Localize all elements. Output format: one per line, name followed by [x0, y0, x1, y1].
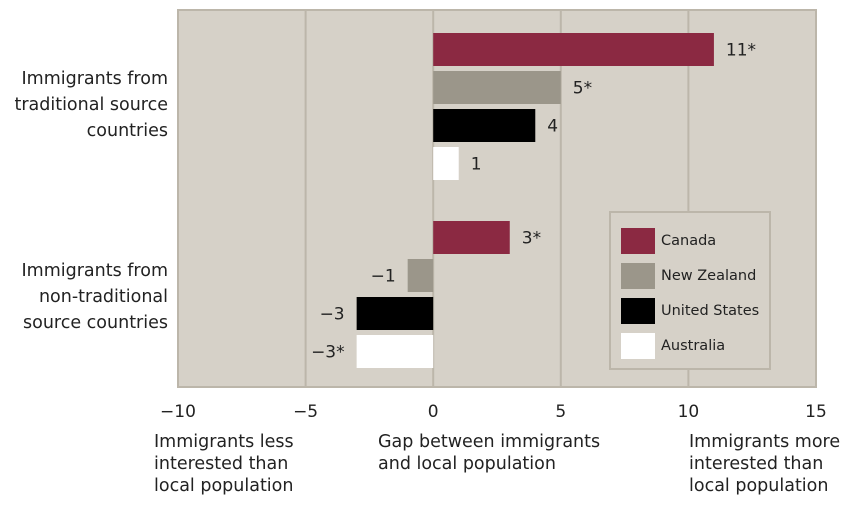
legend: Canada New Zealand United States Austral… [609, 211, 771, 370]
category-label-traditional: Immigrants from traditional source count… [0, 66, 168, 144]
data-label: −1 [371, 267, 396, 287]
annotation-line: local population [154, 476, 294, 496]
annotation-gap: Gap between immigrants and local populat… [378, 431, 600, 475]
data-label: 1 [471, 155, 482, 175]
legend-swatch [621, 263, 655, 289]
bar-australia [433, 147, 459, 180]
legend-item-australia: Australia [621, 332, 725, 360]
data-label: 5* [573, 79, 592, 99]
category-label-line: Immigrants from [21, 69, 168, 89]
x-tick-label: 15 [805, 402, 827, 422]
category-label-line: Immigrants from [21, 261, 168, 281]
data-label: 11* [726, 41, 756, 61]
bar-australia [356, 335, 434, 368]
legend-swatch [621, 298, 655, 324]
data-label: −3 [320, 305, 345, 325]
category-label-non-traditional: Immigrants from non-traditional source c… [0, 258, 168, 336]
bar-united-states [433, 109, 536, 142]
legend-item-canada: Canada [621, 227, 716, 255]
bar-united-states [356, 297, 434, 330]
bar-new-zealand [433, 71, 561, 104]
bar-canada [433, 221, 510, 254]
category-label-line: source countries [23, 313, 168, 333]
legend-item-new-zealand: New Zealand [621, 262, 756, 290]
x-tick-label: −10 [160, 402, 196, 422]
legend-item-united-states: United States [621, 297, 759, 325]
category-label-line: non-traditional [38, 287, 168, 307]
data-label: 4 [547, 117, 558, 137]
legend-swatch [621, 333, 655, 359]
annotation-line: local population [689, 476, 829, 496]
category-label-line: countries [86, 121, 168, 141]
category-label-line: traditional source [14, 95, 168, 115]
annotation-more-interested: Immigrants more interested than local po… [689, 431, 840, 497]
legend-label: Australia [661, 338, 726, 354]
x-tick-label: −5 [293, 402, 318, 422]
annotation-line: Immigrants less [154, 432, 294, 452]
bar-canada [433, 33, 714, 66]
x-tick-label: 0 [428, 402, 439, 422]
x-tick-label: 5 [555, 402, 566, 422]
legend-label: Canada [661, 233, 717, 249]
annotation-line: Immigrants more [689, 432, 841, 452]
legend-label: United States [661, 303, 760, 319]
annotation-line: interested than [154, 454, 289, 474]
data-label: −3* [311, 343, 345, 363]
annotation-line: Gap between immigrants [378, 432, 601, 452]
x-tick-label: 10 [678, 402, 700, 422]
annotation-line: interested than [689, 454, 824, 474]
legend-label: New Zealand [661, 268, 757, 284]
bar-new-zealand [407, 259, 434, 292]
annotation-line: and local population [378, 454, 556, 474]
legend-swatch [621, 228, 655, 254]
annotation-less-interested: Immigrants less interested than local po… [154, 431, 294, 497]
data-label: 3* [522, 229, 541, 249]
